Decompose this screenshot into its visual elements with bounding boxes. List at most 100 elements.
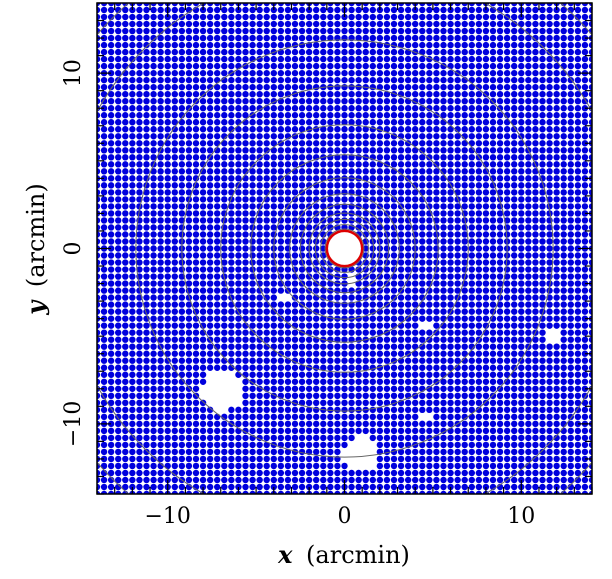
grid-point (404, 343, 412, 350)
grid-point (313, 168, 320, 175)
grid-point (157, 140, 164, 147)
grid-point (320, 385, 327, 392)
grid-point (581, 259, 589, 266)
grid-point (115, 189, 122, 196)
grid-point (581, 273, 589, 280)
grid-point (518, 413, 525, 421)
grid-point (369, 175, 376, 182)
grid-point (242, 245, 249, 252)
grid-point (341, 154, 348, 161)
grid-point (164, 399, 171, 407)
grid-point (334, 350, 341, 357)
grid-point (511, 336, 518, 343)
grid-point (539, 357, 546, 364)
grid-point (256, 175, 263, 182)
grid-point (157, 280, 164, 287)
grid-point (355, 266, 362, 273)
grid-point (97, 259, 101, 266)
grid-point (433, 168, 440, 175)
grid-point (122, 252, 129, 259)
grid-point (369, 13, 376, 21)
grid-point (263, 55, 270, 63)
grid-point (263, 343, 270, 350)
grid-point (525, 385, 532, 392)
grid-point (100, 55, 108, 63)
grid-point (475, 62, 483, 70)
grid-point (100, 462, 108, 470)
grid-point (390, 413, 398, 421)
grid-point (263, 224, 270, 231)
grid-point (115, 287, 122, 294)
grid-point (249, 203, 256, 210)
grid-point (107, 189, 115, 196)
grid-point (447, 336, 454, 343)
grid-point (496, 399, 504, 407)
grid-point (468, 455, 475, 463)
grid-point (553, 350, 560, 357)
grid-point (532, 308, 539, 315)
grid-point (433, 315, 440, 322)
grid-point (348, 76, 355, 84)
grid-point (560, 154, 567, 161)
grid-point (454, 105, 461, 112)
grid-point (256, 273, 263, 280)
grid-point (242, 329, 249, 336)
grid-point (171, 357, 178, 364)
grid-point (532, 364, 539, 371)
grid-point (532, 406, 539, 414)
grid-point (327, 294, 334, 301)
grid-point (539, 55, 546, 63)
grid-point (376, 231, 384, 238)
grid-point (164, 420, 171, 428)
grid-point (263, 20, 270, 28)
grid-point (143, 3, 150, 7)
grid-point (221, 34, 228, 42)
grid-point (468, 385, 475, 392)
grid-point (539, 371, 546, 378)
grid-point (185, 315, 193, 322)
grid-point (348, 385, 355, 392)
grid-point (277, 252, 285, 259)
grid-point (511, 378, 518, 385)
grid-point (256, 490, 263, 494)
grid-point (362, 231, 369, 238)
grid-point (270, 427, 277, 435)
grid-point (447, 399, 454, 407)
grid-point (192, 48, 200, 56)
grid-point (581, 224, 589, 231)
grid-point (475, 385, 483, 392)
grid-point (518, 294, 525, 301)
grid-point (433, 133, 440, 140)
grid-point (581, 343, 589, 350)
grid-point (263, 357, 270, 364)
grid-point (419, 48, 426, 56)
grid-point (553, 252, 560, 259)
grid-point (256, 119, 263, 126)
grid-point (553, 98, 560, 105)
grid-point (327, 385, 334, 392)
grid-point (440, 455, 447, 463)
grid-point (185, 41, 193, 49)
grid-point (376, 13, 384, 21)
grid-point (588, 490, 592, 494)
grid-point (532, 98, 539, 105)
grid-point (525, 76, 532, 84)
grid-point (426, 48, 433, 56)
grid-point (482, 392, 490, 399)
grid-point (263, 266, 270, 273)
grid-point (192, 420, 200, 428)
grid-point (433, 490, 440, 494)
grid-point (298, 69, 306, 77)
grid-point (532, 231, 539, 238)
grid-point (454, 266, 461, 273)
grid-point (383, 336, 391, 343)
grid-point (376, 83, 384, 91)
grid-point (553, 406, 560, 414)
grid-point (539, 441, 546, 449)
grid-point (567, 154, 574, 161)
grid-point (369, 161, 376, 168)
grid-point (150, 175, 157, 182)
grid-point (496, 182, 504, 189)
grid-point (305, 189, 313, 196)
grid-point (440, 83, 447, 91)
